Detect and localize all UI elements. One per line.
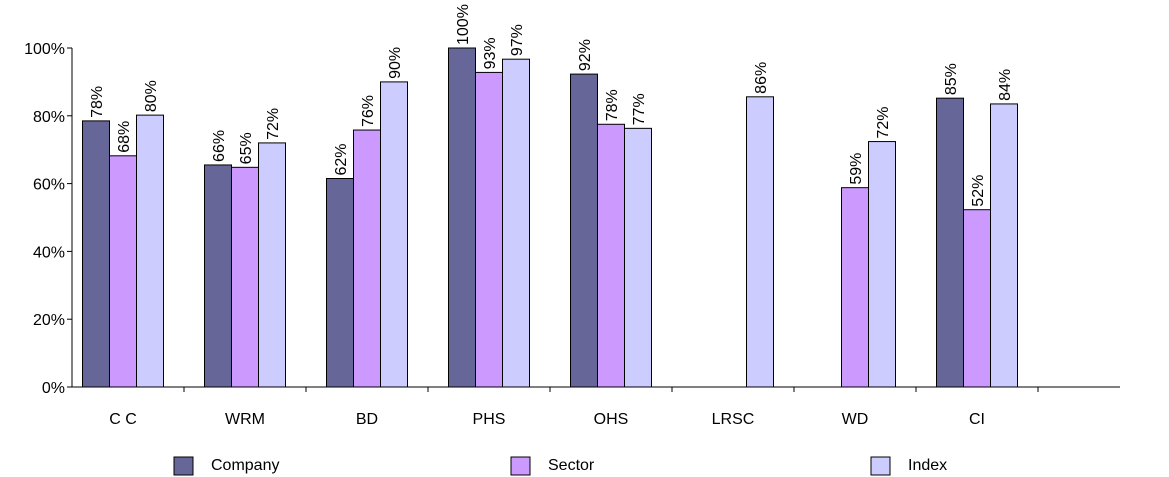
y-tick-label: 60% bbox=[33, 177, 65, 194]
data-label: 78% bbox=[604, 89, 621, 121]
y-tick-label: 20% bbox=[33, 312, 65, 329]
x-tick-label: WRM bbox=[225, 411, 265, 428]
data-label: 52% bbox=[970, 175, 987, 207]
bar-index bbox=[868, 141, 896, 388]
bar-sector bbox=[353, 129, 381, 388]
data-label: 72% bbox=[875, 107, 892, 139]
bar-index bbox=[990, 103, 1018, 388]
bar-index bbox=[258, 142, 286, 388]
x-tick-label: WD bbox=[842, 411, 869, 428]
legend-swatch-index bbox=[870, 456, 891, 476]
data-label: 77% bbox=[631, 93, 648, 125]
y-tick-label: 100% bbox=[24, 41, 65, 58]
y-tick-label: 0% bbox=[42, 380, 65, 397]
bar-company bbox=[326, 178, 354, 388]
data-label: 85% bbox=[943, 63, 960, 95]
bar-sector bbox=[841, 187, 869, 388]
bar-sector bbox=[231, 166, 259, 388]
data-label: 78% bbox=[89, 86, 106, 118]
data-label: 66% bbox=[211, 130, 228, 162]
x-tick-label: PHS bbox=[473, 411, 506, 428]
legend-label-sector: Sector bbox=[548, 457, 595, 474]
data-label: 59% bbox=[848, 153, 865, 185]
bar-index bbox=[624, 127, 652, 388]
bar-index bbox=[380, 81, 408, 388]
data-labels: 78% 66% 62% 100% 92% 85% 68% 65% 76% 93% 78% 59% 52%… bbox=[89, 4, 1014, 207]
y-tick-label: 80% bbox=[33, 109, 65, 126]
data-label: 62% bbox=[333, 143, 350, 175]
bar-index bbox=[502, 58, 530, 388]
data-label: 100% bbox=[455, 4, 472, 45]
x-tick-label: C C bbox=[109, 411, 137, 428]
x-tick-label: OHS bbox=[594, 411, 629, 428]
x-tick-label: CI bbox=[969, 411, 985, 428]
x-tick-label: LRSC bbox=[712, 411, 755, 428]
data-label: 92% bbox=[577, 39, 594, 71]
bar-company bbox=[204, 164, 232, 388]
data-label: 65% bbox=[238, 132, 255, 164]
y-tick-label: 40% bbox=[33, 244, 65, 261]
bar-index bbox=[746, 96, 774, 388]
data-label: 72% bbox=[265, 108, 282, 140]
data-label: 86% bbox=[753, 62, 770, 94]
bar-company bbox=[570, 73, 598, 388]
x-tick-label: BD bbox=[356, 411, 378, 428]
axes: 0% 20% 40% 60% 80% 100% C C WRM BD PHS OHS LRSC WD CI bbox=[24, 41, 1120, 428]
data-label: 68% bbox=[116, 121, 133, 153]
bar-sector bbox=[109, 155, 137, 388]
data-label: 97% bbox=[509, 24, 526, 56]
bar-index bbox=[136, 114, 164, 388]
legend-swatch-company bbox=[173, 456, 194, 476]
bar-company bbox=[448, 47, 476, 388]
data-label: 90% bbox=[387, 47, 404, 79]
legend-label-company: Company bbox=[211, 457, 279, 474]
legend-label-index: Index bbox=[908, 457, 947, 474]
data-label: 76% bbox=[360, 95, 377, 127]
legend: Company Sector Index bbox=[173, 456, 947, 476]
bar-company bbox=[936, 97, 964, 388]
data-label: 84% bbox=[997, 69, 1014, 101]
bar-company bbox=[82, 120, 110, 388]
bars bbox=[82, 47, 1018, 388]
bar-sector bbox=[597, 123, 625, 388]
bar-sector bbox=[963, 209, 991, 388]
data-label: 80% bbox=[143, 80, 160, 112]
data-label: 93% bbox=[482, 37, 499, 69]
legend-swatch-sector bbox=[510, 456, 531, 476]
bar-sector bbox=[475, 71, 503, 388]
